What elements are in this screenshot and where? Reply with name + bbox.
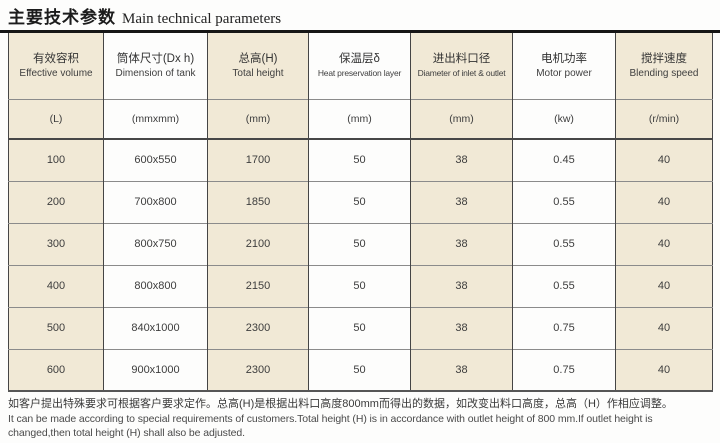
- table-cell: 50: [308, 180, 411, 223]
- unit-cell: (r/min): [615, 98, 713, 140]
- page-title: 主要技术参数 Main technical parameters: [0, 0, 720, 33]
- footnote-en: It can be made according to special requ…: [8, 413, 653, 439]
- footnote-zh: 如客户提出特殊要求可根据客户要求定作。总高(H)是根据出料口高度800mm而得出…: [8, 398, 673, 410]
- table-cell: 40: [615, 222, 713, 265]
- table-cell: 2300: [207, 306, 309, 349]
- table-cell: 40: [615, 180, 713, 223]
- table-cell: 38: [410, 222, 513, 265]
- header-cell-blending-speed: 搅拌速度 Blending speed: [615, 33, 713, 99]
- table-cell: 0.75: [512, 348, 616, 391]
- table-row: 200 700x800 1850 50 38 0.55 40: [8, 180, 713, 223]
- unit-cell: (mmxmm): [103, 98, 208, 140]
- table-cell: 0.55: [512, 264, 616, 307]
- unit-cell: (L): [8, 98, 104, 140]
- table-cell: 600: [8, 348, 104, 391]
- unit-cell: (mm): [308, 98, 411, 140]
- header-cell-effective-volume: 有效容积 Effective volume: [8, 33, 104, 99]
- table-cell: 1700: [207, 138, 309, 181]
- header-cell-heat-preservation-layer: 保温层δ Heat preservation layer: [308, 33, 411, 99]
- table-cell: 100: [8, 138, 104, 181]
- table-cell: 38: [410, 138, 513, 181]
- table-cell: 840x1000: [103, 306, 208, 349]
- table-row: 500 840x1000 2300 50 38 0.75 40: [8, 306, 713, 349]
- table-cell: 38: [410, 306, 513, 349]
- table-cell: 0.45: [512, 138, 616, 181]
- table-cell: 0.55: [512, 222, 616, 265]
- table-cell: 900x1000: [103, 348, 208, 391]
- header-label-en: Heat preservation layer: [317, 67, 402, 78]
- header-label-zh: 总高(H): [238, 52, 278, 65]
- header-label-zh: 保温层δ: [339, 52, 380, 65]
- header-cell-dimension-of-tank: 筒体尺寸(Dx h) Dimension of tank: [103, 33, 208, 99]
- header-label-en: Total height: [232, 67, 284, 79]
- table-cell: 38: [410, 180, 513, 223]
- table-row: 600 900x1000 2300 50 38 0.75 40: [8, 348, 713, 391]
- table-cell: 2100: [207, 222, 309, 265]
- table-cell: 0.55: [512, 180, 616, 223]
- header-cell-inlet-outlet-diameter: 进出料口径 Diameter of inlet & outlet: [410, 33, 513, 99]
- table-cell: 500: [8, 306, 104, 349]
- table-cell: 200: [8, 180, 104, 223]
- table-cell: 40: [615, 348, 713, 391]
- table-cell: 50: [308, 306, 411, 349]
- table-row: 400 800x800 2150 50 38 0.55 40: [8, 264, 713, 307]
- header-cell-total-height: 总高(H) Total height: [207, 33, 309, 99]
- table-cell: 700x800: [103, 180, 208, 223]
- table-cell: 50: [308, 264, 411, 307]
- header-label-zh: 搅拌速度: [641, 52, 687, 65]
- table-cell: 40: [615, 306, 713, 349]
- table-cell: 38: [410, 348, 513, 391]
- header-label-zh: 有效容积: [33, 52, 79, 65]
- units-row: (L) (mmxmm) (mm) (mm) (mm) (kw) (r/min): [8, 98, 713, 140]
- table-cell: 800x750: [103, 222, 208, 265]
- table-cell: 400: [8, 264, 104, 307]
- table-cell: 50: [308, 138, 411, 181]
- table-cell: 600x550: [103, 138, 208, 181]
- table-cell: 1850: [207, 180, 309, 223]
- table-cell: 300: [8, 222, 104, 265]
- header-label-en: Diameter of inlet & outlet: [417, 67, 506, 78]
- unit-cell: (mm): [207, 98, 309, 140]
- page-title-zh: 主要技术参数: [8, 8, 116, 27]
- table-cell: 50: [308, 348, 411, 391]
- page-title-en: Main technical parameters: [122, 11, 282, 27]
- unit-cell: (kw): [512, 98, 616, 140]
- header-label-zh: 进出料口径: [432, 52, 491, 65]
- table-cell: 40: [615, 138, 713, 181]
- header-label-en: Dimension of tank: [115, 67, 196, 79]
- header-label-zh: 电机功率: [541, 52, 587, 65]
- table-cell: 38: [410, 264, 513, 307]
- header-cell-motor-power: 电机功率 Motor power: [512, 33, 616, 99]
- table-row: 100 600x550 1700 50 38 0.45 40: [8, 138, 713, 181]
- parameters-table: 有效容积 Effective volume 筒体尺寸(Dx h) Dimension…: [8, 33, 713, 392]
- footnote: 如客户提出特殊要求可根据客户要求定作。总高(H)是根据出料口高度800mm而得出…: [8, 397, 712, 440]
- table-row: 300 800x750 2100 50 38 0.55 40: [8, 222, 713, 265]
- table-cell: 2300: [207, 348, 309, 391]
- table-cell: 0.75: [512, 306, 616, 349]
- header-row: 有效容积 Effective volume 筒体尺寸(Dx h) Dimension…: [8, 33, 713, 99]
- table-cell: 800x800: [103, 264, 208, 307]
- header-label-en: Blending speed: [629, 67, 699, 79]
- header-label-en: Effective volume: [19, 67, 93, 79]
- header-label-en: Motor power: [536, 67, 592, 79]
- table-cell: 40: [615, 264, 713, 307]
- table-cell: 2150: [207, 264, 309, 307]
- table-cell: 50: [308, 222, 411, 265]
- header-label-zh: 筒体尺寸(Dx h): [116, 52, 195, 65]
- unit-cell: (mm): [410, 98, 513, 140]
